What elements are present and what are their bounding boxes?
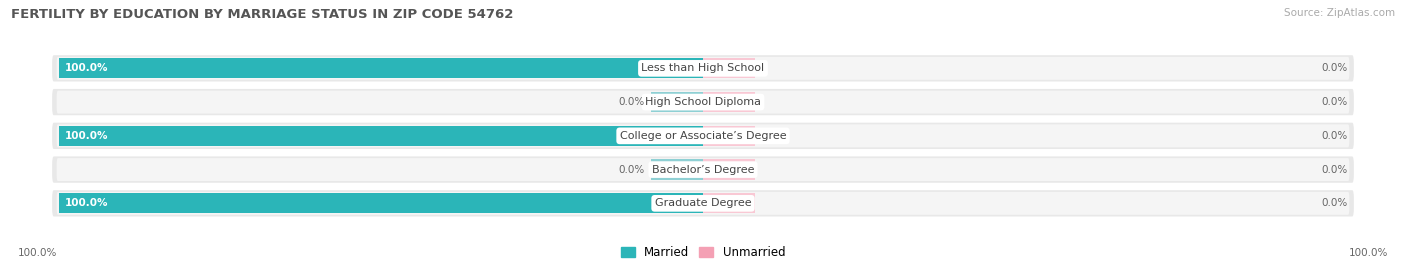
Bar [59, 58, 703, 79]
Text: Graduate Degree: Graduate Degree [655, 198, 751, 208]
FancyBboxPatch shape [56, 124, 1350, 147]
Text: 100.0%: 100.0% [18, 248, 58, 258]
FancyBboxPatch shape [52, 89, 1354, 115]
FancyBboxPatch shape [56, 158, 1350, 181]
FancyBboxPatch shape [56, 192, 1350, 215]
Text: High School Diploma: High School Diploma [645, 97, 761, 107]
Text: 0.0%: 0.0% [1322, 97, 1347, 107]
FancyBboxPatch shape [52, 123, 1354, 149]
Bar [703, 92, 755, 112]
Text: 0.0%: 0.0% [1322, 165, 1347, 175]
Text: 100.0%: 100.0% [1348, 248, 1388, 258]
FancyBboxPatch shape [52, 55, 1354, 82]
Text: Less than High School: Less than High School [641, 63, 765, 73]
Text: 0.0%: 0.0% [1322, 198, 1347, 208]
Bar [703, 193, 755, 214]
Text: 0.0%: 0.0% [619, 97, 645, 107]
FancyBboxPatch shape [52, 157, 1354, 183]
Text: Source: ZipAtlas.com: Source: ZipAtlas.com [1284, 8, 1395, 18]
Text: 100.0%: 100.0% [65, 198, 108, 208]
Legend: Married, Unmarried: Married, Unmarried [616, 241, 790, 264]
Text: FERTILITY BY EDUCATION BY MARRIAGE STATUS IN ZIP CODE 54762: FERTILITY BY EDUCATION BY MARRIAGE STATU… [11, 8, 513, 21]
FancyBboxPatch shape [52, 190, 1354, 217]
Bar [703, 126, 755, 146]
Text: 0.0%: 0.0% [1322, 63, 1347, 73]
Text: 0.0%: 0.0% [619, 165, 645, 175]
Bar [703, 160, 755, 180]
Text: Bachelor’s Degree: Bachelor’s Degree [652, 165, 754, 175]
Text: 100.0%: 100.0% [65, 63, 108, 73]
Text: College or Associate’s Degree: College or Associate’s Degree [620, 131, 786, 141]
FancyBboxPatch shape [56, 91, 1350, 114]
Bar [651, 92, 703, 112]
Text: 100.0%: 100.0% [65, 131, 108, 141]
Bar [651, 160, 703, 180]
Bar [59, 126, 703, 146]
Bar [703, 58, 755, 79]
Text: 0.0%: 0.0% [1322, 131, 1347, 141]
Bar [59, 193, 703, 214]
FancyBboxPatch shape [56, 57, 1350, 80]
